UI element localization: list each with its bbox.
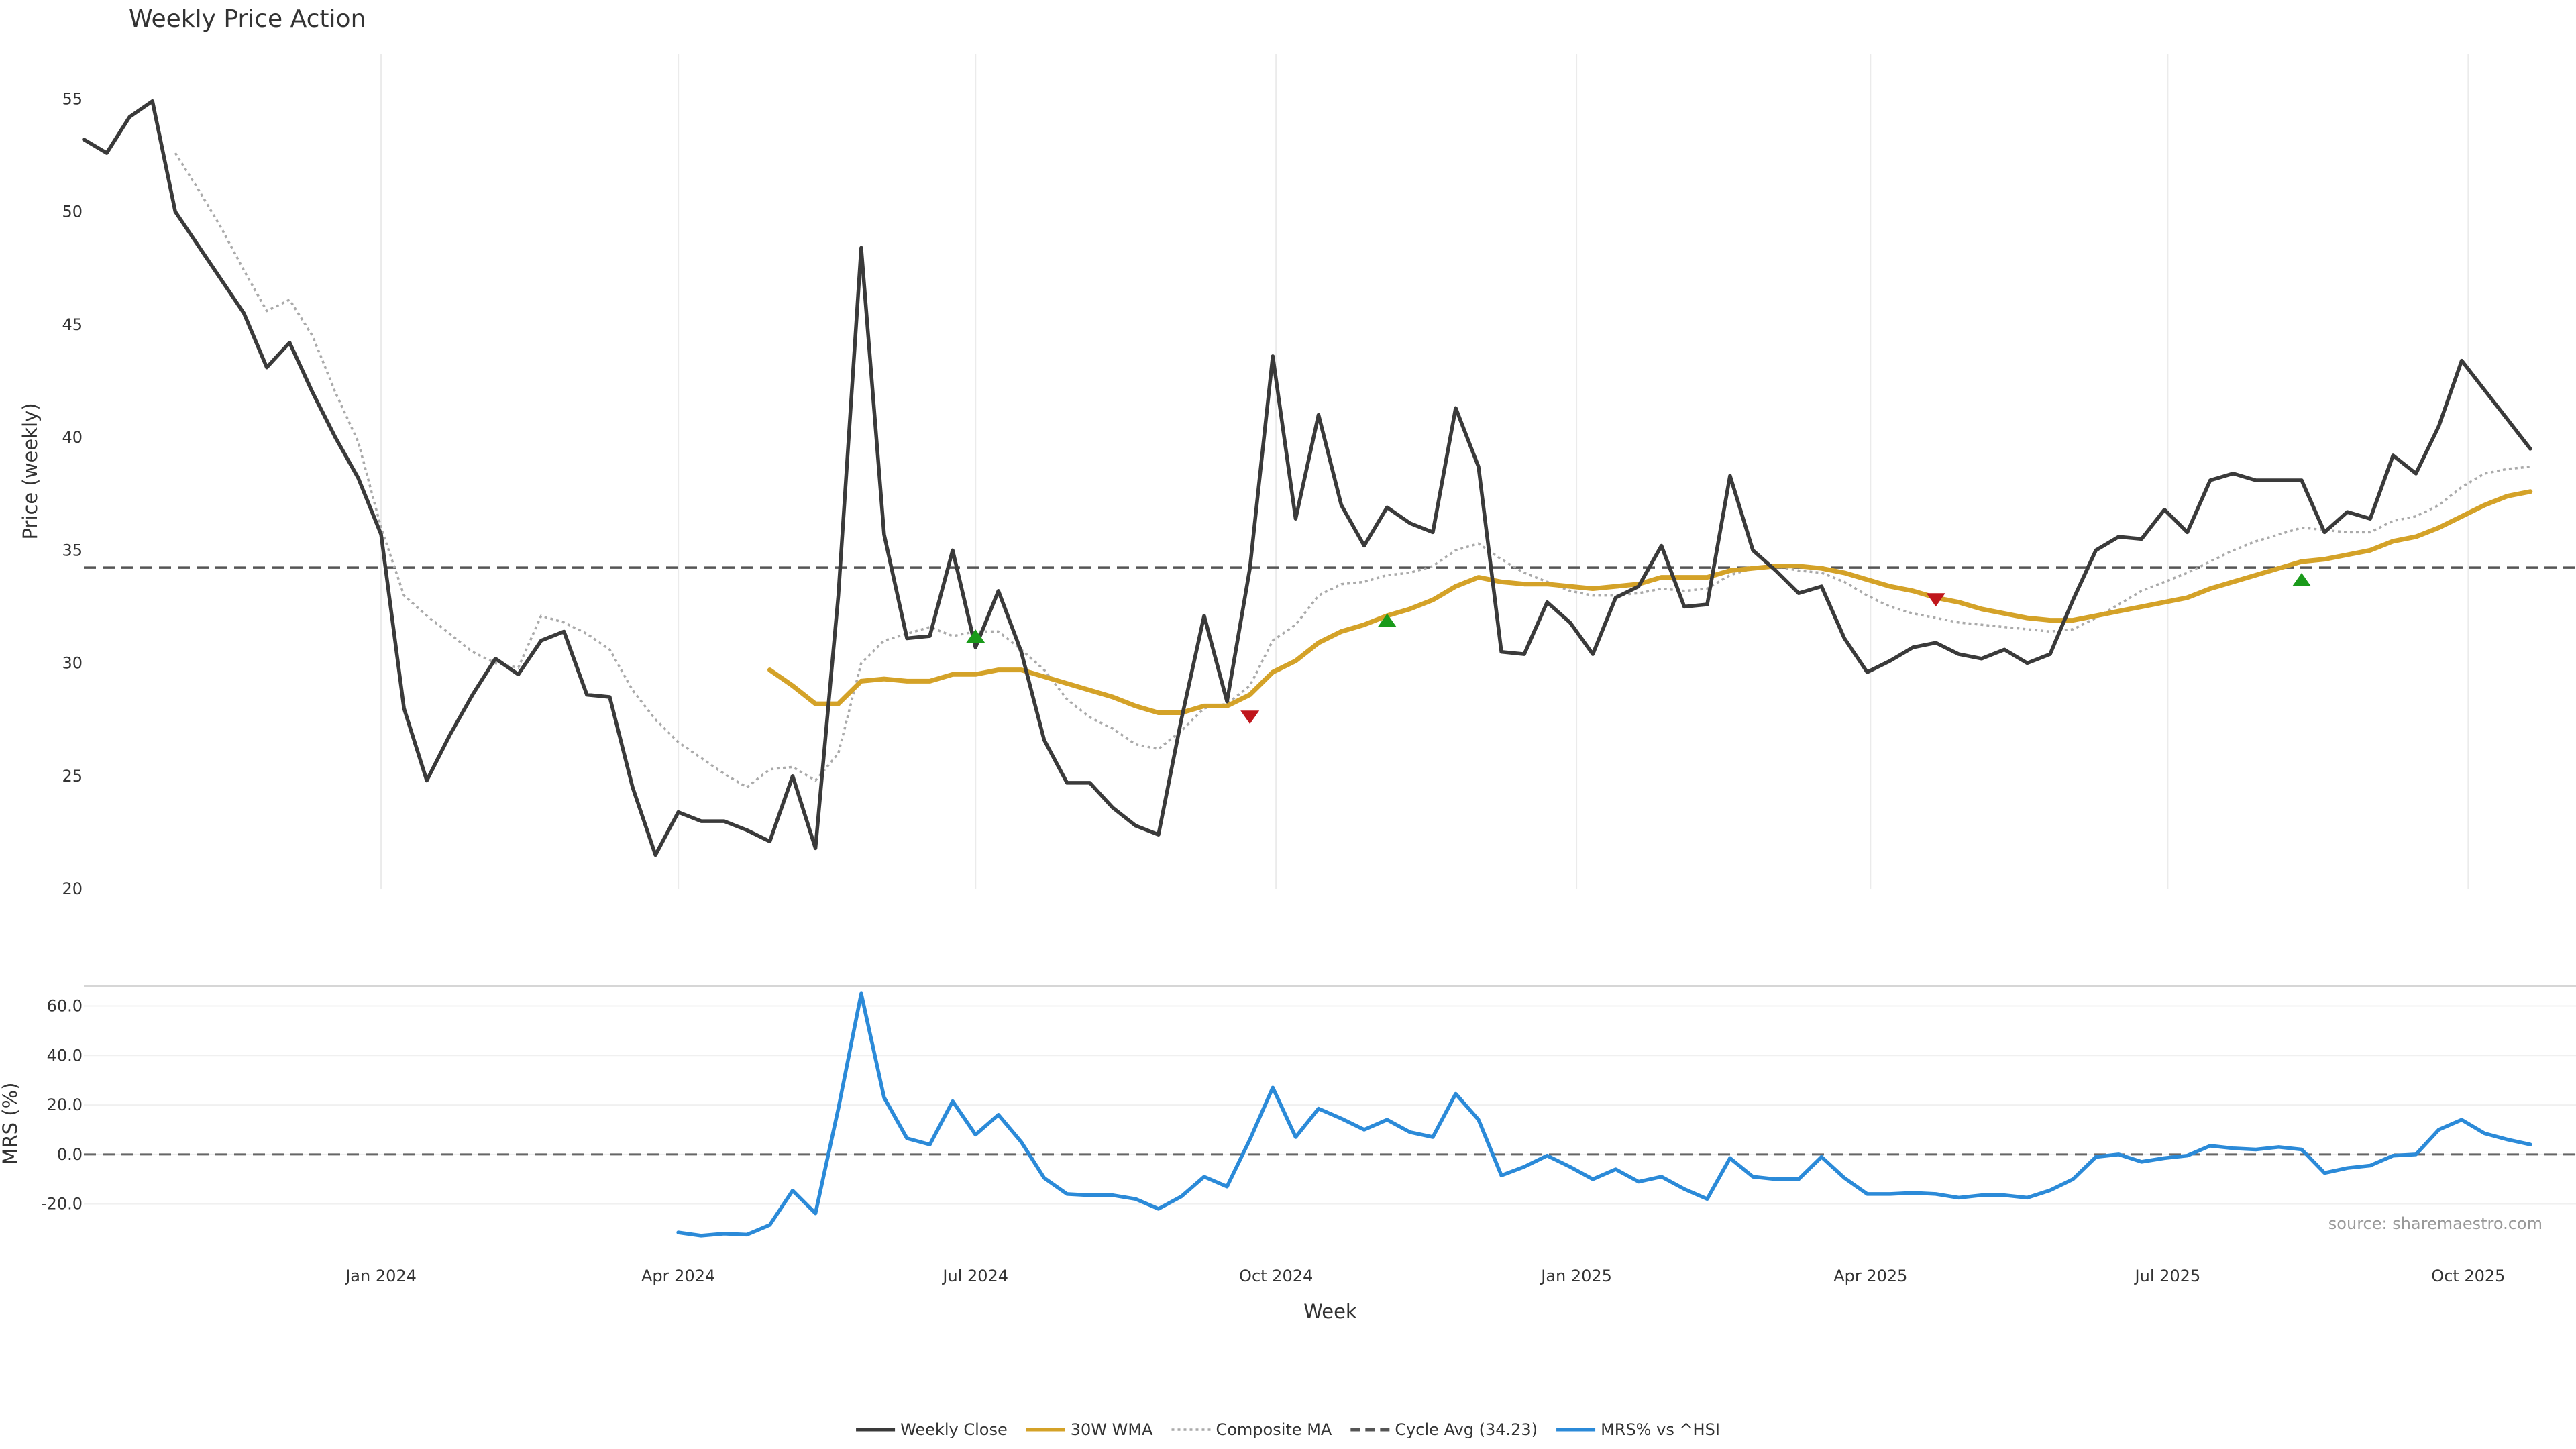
buy-signal-marker-0: [966, 629, 985, 643]
sell-signal-marker-3: [1926, 593, 1945, 607]
x-tick-oct-2025: Oct 2025: [2431, 1267, 2505, 1285]
x-axis-label: Week: [1303, 1300, 1357, 1323]
mrs-y-tick-4: 60.0: [47, 997, 83, 1016]
price-y-tick-40: 40: [62, 428, 83, 447]
legend-item-mrs-vs-hsi: MRS% vs ^HSI: [1556, 1420, 1720, 1439]
x-tick-jan-2025: Jan 2025: [1540, 1267, 1612, 1285]
series-line-mrs-vs-hsi: [676, 991, 2532, 1238]
mrs-y-tick-3: 40.0: [47, 1046, 83, 1065]
mrs-panel: -20.0 0.0 20.0 40.0 60.0 MRS (%) source: sha…: [0, 985, 2576, 1238]
series-line-weekly-close: [82, 99, 2532, 857]
series-line-composite-ma: [174, 152, 2530, 789]
price-y-tick-30: 30: [62, 654, 83, 673]
mrs-y-axis-label: MRS (%): [0, 1083, 21, 1165]
mrs-y-ticks: -20.0 0.0 20.0 40.0 60.0: [41, 997, 83, 1214]
x-tick-jan-2024: Jan 2024: [344, 1267, 417, 1285]
legend-label-30w-wma: 30W WMA: [1071, 1420, 1153, 1439]
price-y-ticks: 20 25 30 35 40 45 50 55: [62, 89, 83, 898]
x-tick-jul-2024: Jul 2024: [941, 1267, 1008, 1285]
price-y-tick-45: 45: [62, 315, 83, 334]
mrs-y-tick-2: 20.0: [47, 1095, 83, 1114]
price-panel: 20 25 30 35 40 45 50 55 Price (weekly): [19, 54, 2576, 898]
price-y-tick-50: 50: [62, 203, 83, 221]
mrs-y-tick-0: -20.0: [41, 1195, 83, 1214]
chart-title: Weekly Price Action: [129, 5, 366, 33]
price-y-tick-20: 20: [62, 879, 83, 898]
price-series: [82, 99, 2533, 857]
legend-label-composite-ma: Composite MA: [1216, 1420, 1332, 1439]
buy-signal-marker-4: [2292, 573, 2312, 587]
legend-item-30w-wma: 30W WMA: [1026, 1420, 1153, 1439]
x-tick-jul-2025: Jul 2025: [2134, 1267, 2201, 1285]
x-tick-apr-2025: Apr 2025: [1833, 1267, 1907, 1285]
price-y-axis-label: Price (weekly): [19, 402, 42, 539]
legend-label-mrs-vs-hsi: MRS% vs ^HSI: [1601, 1420, 1720, 1439]
sell-signal-marker-1: [1240, 710, 1260, 724]
legend-item-composite-ma: Composite MA: [1171, 1420, 1332, 1439]
mrs-y-tick-1: 0.0: [57, 1145, 83, 1164]
x-axis-ticks: Jan 2024 Apr 2024 Jul 2024 Oct 2024 Jan 2025…: [344, 1267, 2505, 1285]
signal-markers: [966, 573, 2312, 724]
price-y-tick-35: 35: [62, 541, 83, 559]
x-tick-oct-2024: Oct 2024: [1239, 1267, 1313, 1285]
buy-signal-marker-2: [1377, 613, 1397, 627]
mrs-series: [676, 991, 2532, 1238]
legend-item-cycle-avg-34-23: Cycle Avg (34.23): [1350, 1420, 1538, 1439]
price-y-tick-55: 55: [62, 89, 83, 108]
legend-label-weekly-close: Weekly Close: [900, 1420, 1008, 1439]
series-line-30w-wma: [767, 489, 2533, 715]
source-note: source: sharemaestro.com: [2328, 1214, 2542, 1233]
price-y-tick-25: 25: [62, 767, 83, 786]
price-grid: [380, 54, 2469, 889]
legend-label-cycle-avg-34-23: Cycle Avg (34.23): [1395, 1420, 1538, 1439]
x-tick-apr-2024: Apr 2024: [641, 1267, 715, 1285]
legend-item-weekly-close: Weekly Close: [856, 1420, 1008, 1439]
legend: Weekly Close 30W WMA Composite MA Cycle Avg…: [856, 1420, 1720, 1439]
